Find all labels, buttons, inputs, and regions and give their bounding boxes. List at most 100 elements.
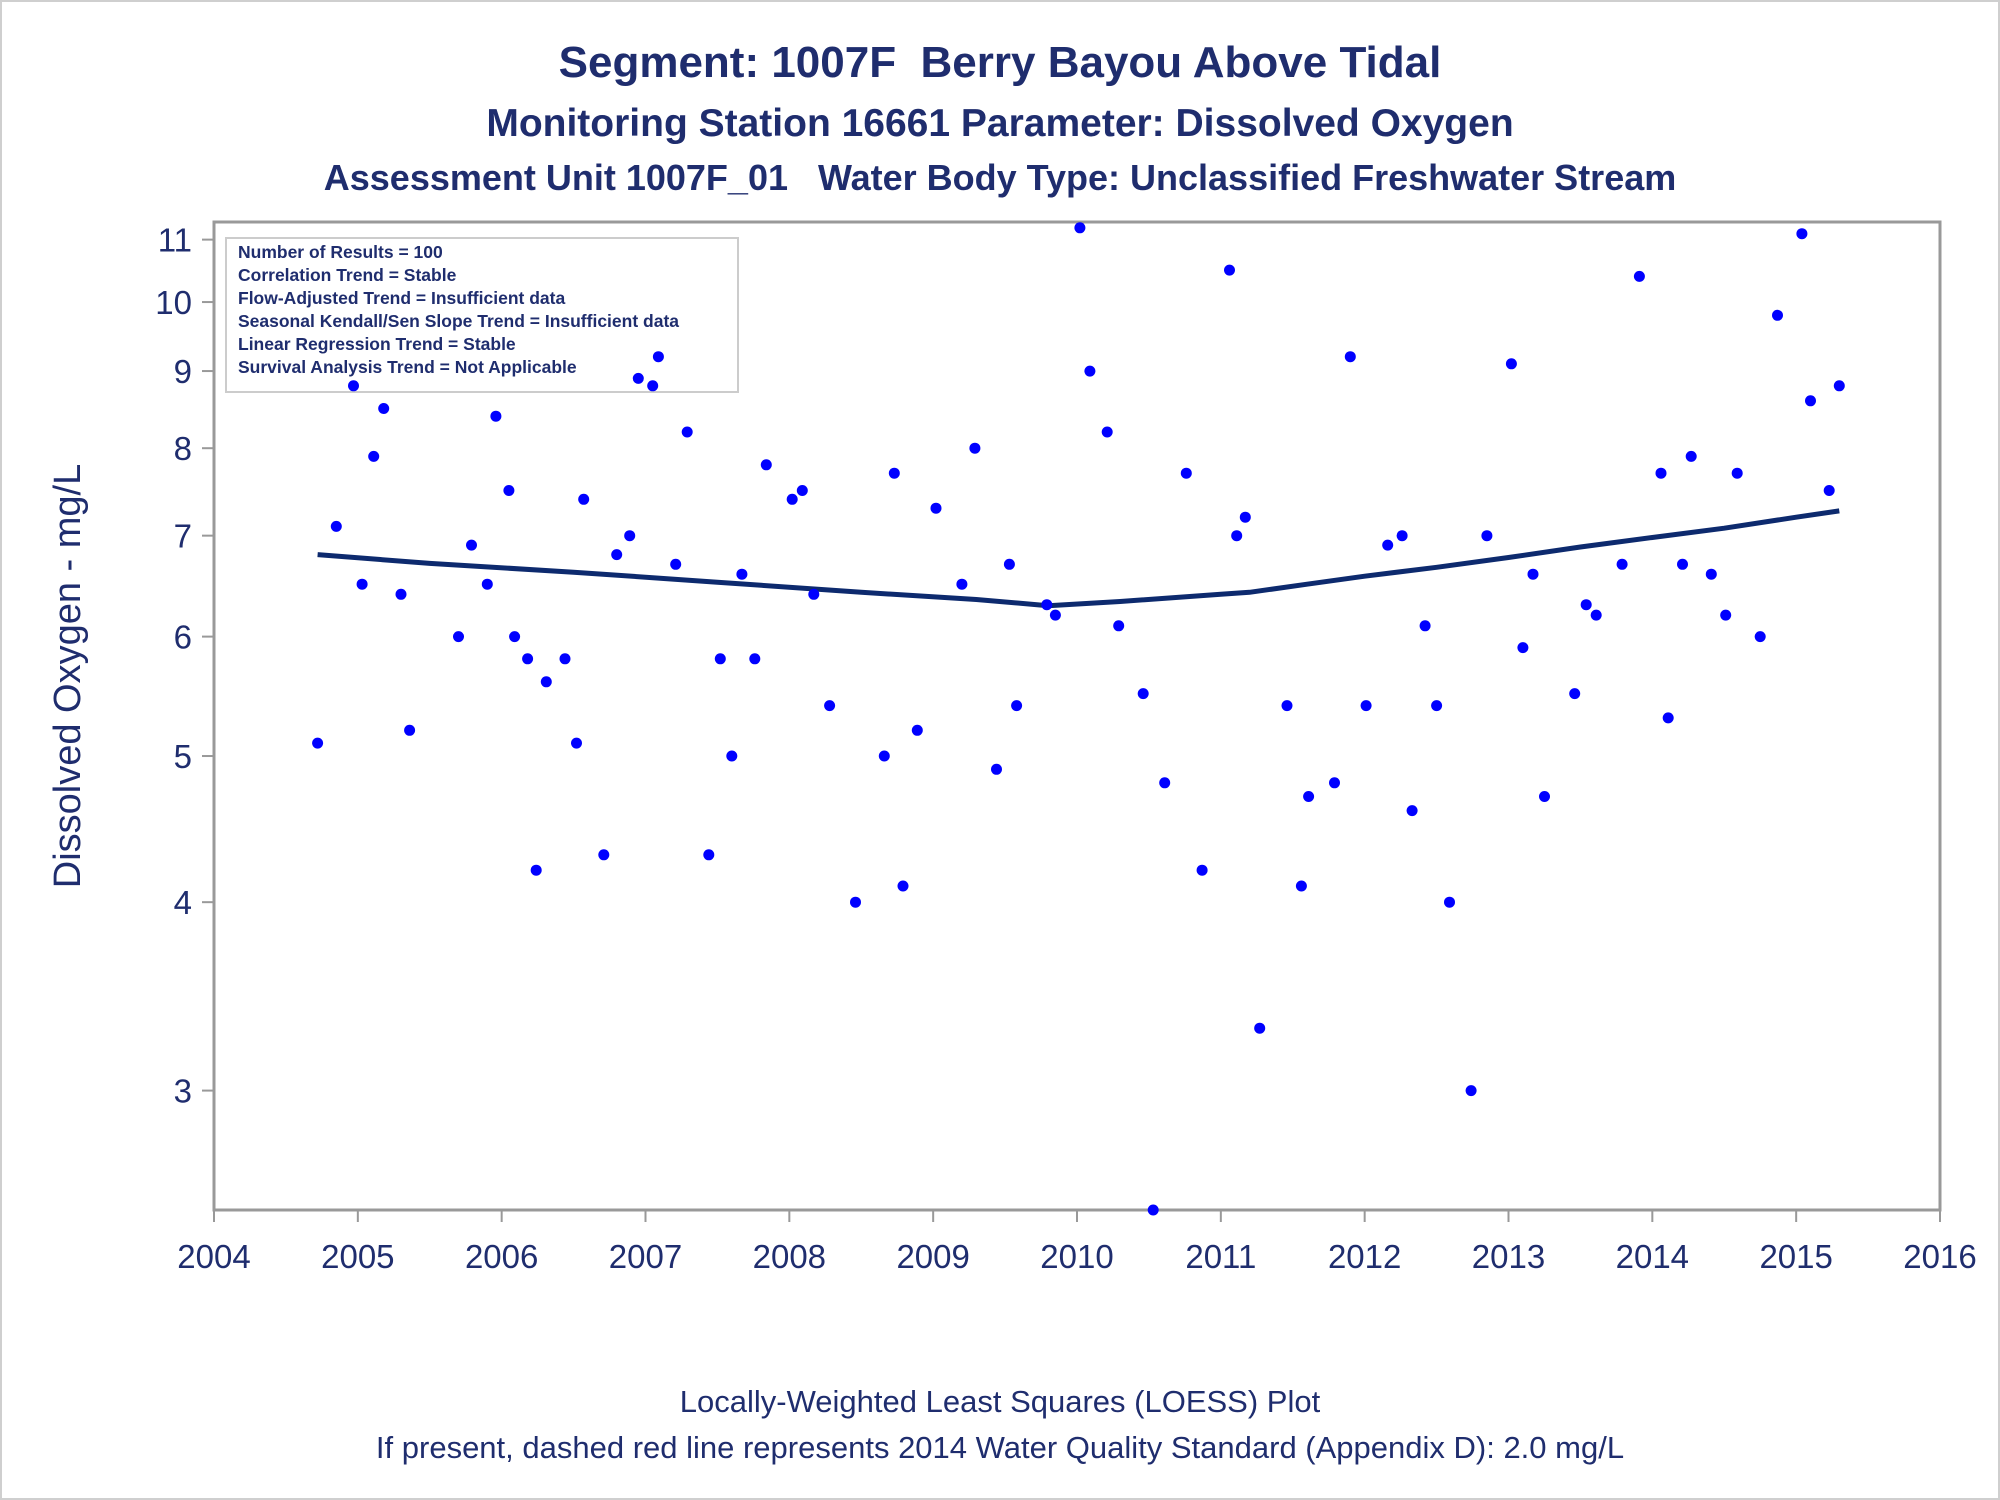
x-axis: 2004 2005 2006 2007 2008 2009 2010 2011 2012 2013…: [177, 1210, 1977, 1275]
data-point: [1431, 700, 1443, 712]
data-point: [1084, 365, 1096, 377]
data-point: [1580, 599, 1592, 611]
data-point: [703, 849, 715, 861]
data-point: [647, 380, 659, 392]
data-point: [509, 631, 521, 643]
chart-subtitle-station: Monitoring Station 16661 Parameter: Diss…: [486, 102, 1514, 145]
data-point: [1159, 777, 1171, 789]
data-point: [1685, 450, 1697, 462]
data-point: [530, 864, 542, 876]
data-point: [1003, 558, 1015, 570]
data-point: [571, 737, 582, 749]
data-point: [1137, 688, 1149, 700]
data-point: [1505, 358, 1517, 370]
data-point: [1303, 791, 1315, 802]
data-point: [1360, 700, 1372, 712]
data-point: [1281, 700, 1293, 712]
data-point: [466, 539, 477, 551]
y-axis: 3 4 5 6 7 8 9 10 11: [155, 222, 214, 1110]
data-point: [1419, 620, 1431, 632]
stats-box-line: Survival Analysis Trend = Not Applicable: [238, 357, 577, 377]
data-point: [1041, 599, 1053, 611]
stats-box-line: Seasonal Kendall/Sen Slope Trend = Insuf…: [238, 311, 679, 331]
data-point: [1329, 777, 1340, 789]
data-point: [969, 442, 981, 454]
y-tick-label: 8: [174, 430, 192, 467]
data-point: [1239, 511, 1251, 523]
y-tick-label: 11: [158, 222, 192, 259]
stats-box-line: Number of Results = 100: [238, 242, 443, 262]
data-point: [1147, 1204, 1159, 1216]
data-point: [736, 568, 748, 580]
data-point: [786, 493, 798, 505]
x-tick-label: 2012: [1328, 1238, 1401, 1275]
data-point: [714, 653, 726, 665]
data-point: [540, 676, 552, 688]
data-point: [1344, 351, 1356, 363]
data-point: [395, 588, 407, 600]
footnote-standard: If present, dashed red line represents 2…: [375, 1430, 1625, 1465]
data-point: [1772, 309, 1783, 321]
data-point: [1180, 467, 1192, 479]
x-tick-label: 2007: [609, 1238, 682, 1275]
data-point: [1517, 642, 1529, 654]
footnote-loess: Locally-Weighted Least Squares (LOESS) P…: [679, 1384, 1321, 1419]
data-point: [453, 631, 464, 643]
data-point: [808, 588, 820, 600]
data-point: [1662, 712, 1674, 724]
y-tick-label: 7: [174, 518, 192, 555]
data-point: [850, 896, 861, 908]
data-point: [522, 653, 534, 665]
data-point: [1295, 880, 1307, 892]
x-tick-label: 2013: [1472, 1238, 1545, 1275]
data-point: [1833, 380, 1845, 392]
chart-subtitle-assessment-unit: Assessment Unit 1007F_01 Water Body Type…: [323, 157, 1677, 198]
data-point: [1465, 1085, 1477, 1097]
data-point: [681, 426, 693, 438]
data-point: [1720, 609, 1732, 621]
data-point: [1231, 530, 1243, 542]
data-point: [559, 653, 571, 665]
data-point: [624, 530, 636, 542]
data-point: [1677, 558, 1688, 570]
y-tick-label: 4: [174, 884, 192, 921]
data-point: [749, 653, 761, 665]
data-point: [1011, 700, 1023, 712]
data-point: [1590, 609, 1602, 621]
data-point: [1382, 539, 1394, 551]
data-point: [1539, 791, 1550, 802]
data-point: [378, 403, 390, 414]
x-tick-label: 2015: [1759, 1238, 1832, 1275]
data-point: [356, 578, 368, 590]
data-point: [956, 578, 968, 590]
x-tick-label: 2016: [1903, 1238, 1976, 1275]
data-point: [1705, 568, 1717, 580]
data-point: [930, 502, 942, 514]
data-point: [726, 750, 738, 762]
y-axis-label: Dissolved Oxygen - mg/L: [47, 464, 89, 889]
stats-box-line: Correlation Trend = Stable: [238, 265, 457, 285]
data-point: [1805, 395, 1816, 407]
stats-box: Number of Results = 100 Correlation Trend…: [225, 237, 739, 393]
data-point: [652, 351, 664, 363]
y-tick-label: 9: [174, 353, 192, 390]
data-point: [1754, 631, 1766, 643]
data-point: [1616, 558, 1628, 570]
stats-box-line: Flow-Adjusted Trend = Insufficient data: [238, 288, 565, 308]
data-point: [1527, 568, 1539, 580]
data-point: [1633, 270, 1645, 282]
x-tick-label: 2005: [321, 1238, 394, 1275]
y-tick-label: 3: [174, 1073, 192, 1110]
data-point: [1823, 485, 1835, 496]
data-point: [312, 737, 324, 749]
y-tick-label: 6: [174, 619, 192, 656]
data-point: [1254, 1022, 1266, 1034]
data-point: [897, 880, 909, 892]
data-point: [598, 849, 610, 861]
data-point: [796, 485, 808, 496]
data-point: [490, 410, 502, 422]
data-point: [1196, 864, 1208, 876]
x-tick-label: 2004: [177, 1238, 250, 1275]
